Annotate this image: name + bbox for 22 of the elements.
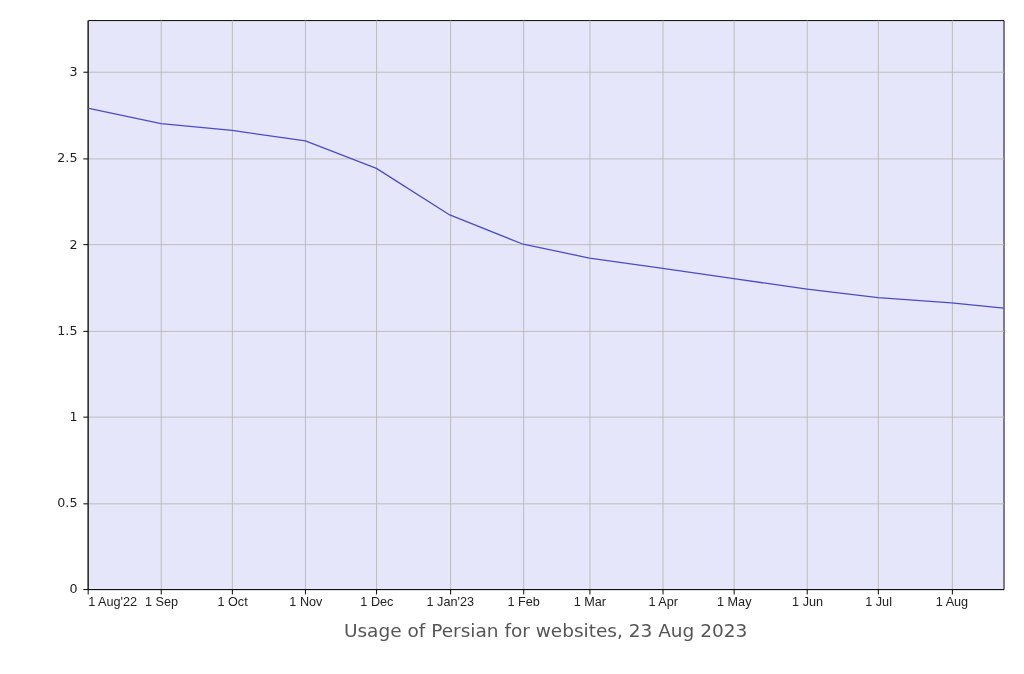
x-tick-label: 1 Oct (217, 595, 249, 610)
y-tick-label: 1.5 (57, 322, 78, 338)
x-tick-label: 1 Jul (865, 595, 892, 610)
y-tick-label: 2 (69, 236, 78, 252)
y-tick-label: 0 (69, 581, 78, 597)
x-tick-label: 1 Aug'22 (88, 595, 138, 610)
x-tick-label: 1 Sep (145, 595, 179, 610)
y-tick-label: 0.5 (57, 495, 78, 511)
x-tick-label: 1 Dec (360, 595, 394, 610)
y-tick-label: 2.5 (57, 150, 78, 166)
x-tick-label: 1 Apr (648, 595, 679, 610)
x-tick-label: 1 Jan'23 (426, 595, 474, 610)
x-tick-label: 1 Feb (507, 595, 540, 610)
y-tick-label: 3 (69, 64, 78, 80)
x-tick-label: 1 May (717, 595, 753, 610)
x-tick-label: 1 Nov (289, 595, 324, 610)
x-tick-label: 1 Jun (792, 595, 824, 610)
line-series (87, 107, 1005, 309)
x-tick-label: 1 Mar (573, 595, 607, 610)
x-tick-label: 1 Aug (935, 595, 969, 610)
text: Usage of Persian for websites, 23 Aug 2023 (343, 619, 748, 641)
y-tick-label: 1 (69, 409, 78, 425)
